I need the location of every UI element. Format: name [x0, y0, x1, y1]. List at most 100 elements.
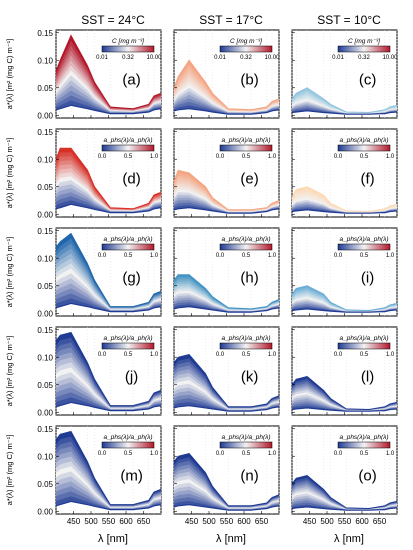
colorbar [337, 144, 391, 152]
panel-g: (g) a_phs(λ)/a_ph(λ) 0.0 0.5 1.0 0.00 0.05 0.10… [5, 227, 162, 318]
lower-envelope-line [55, 104, 162, 115]
colorbar-tick-label: 0.0 [216, 154, 225, 160]
colorbar-title: a_phs(λ)/a_ph(λ) [221, 236, 270, 243]
colorbar-tick-label: 0.5 [242, 352, 251, 358]
colorbar-tick-label: 0.0 [334, 154, 343, 160]
panel-label: (i) [361, 270, 374, 287]
series-band [174, 304, 279, 313]
panel-label: (f) [361, 171, 375, 188]
panel-k: (k) a_phs(λ)/a_ph(λ) 0.0 0.5 1.0 [173, 326, 280, 416]
lower-envelope-line [173, 108, 280, 115]
colorbar-tick-label: 1.0 [386, 253, 395, 259]
panel-c: (c) C [mg m⁻³] 0.01 0.32 10.00 [291, 29, 398, 119]
colorbar [337, 342, 391, 350]
y-tick-label: 0.15 [37, 29, 53, 38]
colorbar-tick-label: 1.0 [386, 154, 395, 160]
x-tick-label: 550 [220, 517, 234, 526]
colorbar-tick-label: 0.32 [240, 55, 252, 61]
panel-h: (h) a_phs(λ)/a_ph(λ) 0.0 0.5 1.0 [173, 227, 280, 317]
upper-envelope-line [173, 274, 280, 310]
panel-label: (j) [125, 369, 138, 386]
colorbar-tick-label: 1.0 [268, 352, 277, 358]
panels-container: (a) C [mg m⁻³] 0.01 0.32 10.00 0.00 0.05 0.10 0.… [5, 29, 398, 526]
panel-a: (a) C [mg m⁻³] 0.01 0.32 10.00 0.00 0.05 0.10 0.… [5, 29, 162, 121]
y-tick-label: 0.00 [37, 408, 53, 417]
colorbar-tick-label: 0.0 [98, 451, 107, 457]
lower-envelope-line [55, 500, 162, 511]
colorbar-tick-label: 10.00 [264, 55, 280, 61]
panel-label: (e) [240, 171, 258, 188]
lower-envelope-line [291, 407, 398, 412]
y-axis-label: a*(λ) [m² (mg C) m⁻¹] [5, 39, 14, 110]
column-title-1: SST = 24°C [81, 13, 145, 27]
upper-envelope-line [173, 59, 280, 111]
colorbar-tick-label: 0.0 [216, 253, 225, 259]
upper-envelope-line [55, 34, 162, 110]
colorbar-tick-label: 1.0 [150, 352, 159, 358]
colorbar-title: a_phs(λ)/a_ph(λ) [339, 434, 388, 441]
colorbar-tick-label: 1.0 [150, 253, 159, 259]
colorbar-tick-label: 0.0 [216, 451, 225, 457]
colorbar-title: a_phs(λ)/a_ph(λ) [339, 335, 388, 342]
y-tick-label: 0.05 [37, 282, 53, 291]
lower-envelope-line [173, 503, 280, 511]
colorbar [219, 45, 273, 53]
panel-e: (e) a_phs(λ)/a_ph(λ) 0.0 0.5 1.0 [173, 128, 280, 218]
y-tick-label: 0.15 [37, 128, 53, 137]
colorbar [337, 441, 391, 449]
colorbar-title: a_phs(λ)/a_ph(λ) [221, 434, 270, 441]
lower-envelope-line [55, 203, 162, 214]
upper-envelope-line [55, 232, 162, 308]
colorbar-title: a_phs(λ)/a_ph(λ) [339, 236, 388, 243]
series-band [174, 398, 279, 412]
colorbar-tick-label: 0.5 [242, 253, 251, 259]
upper-envelope-line [291, 375, 398, 411]
colorbar-tick-label: 0.0 [98, 352, 107, 358]
lower-envelope-line [173, 404, 280, 412]
colorbar-tick-label: 0.5 [124, 253, 133, 259]
colorbar-title: C [mg m⁻³] [230, 38, 262, 45]
column-title-2: SST = 17°C [199, 13, 263, 27]
panel-label: (o) [358, 468, 376, 485]
colorbar-tick-label: 0.01 [214, 55, 226, 61]
colorbar-tick-label: 0.32 [122, 55, 134, 61]
y-axis-label: a*(λ) [m² (mg C) m⁻¹] [5, 336, 14, 407]
upper-envelope-line [291, 285, 398, 312]
column-title-3: SST = 10°C [317, 13, 381, 27]
y-tick-label: 0.10 [37, 155, 53, 164]
colorbar [219, 342, 273, 350]
colorbar [101, 441, 155, 449]
panel-l: (l) a_phs(λ)/a_ph(λ) 0.0 0.5 1.0 [291, 326, 398, 416]
x-tick-label: 450 [185, 517, 199, 526]
x-tick-label: 600 [119, 517, 133, 526]
colorbar [101, 45, 155, 53]
upper-envelope-line [173, 452, 280, 507]
x-tick-label: 450 [67, 517, 81, 526]
colorbar [101, 243, 155, 251]
panel-j: (j) a_phs(λ)/a_ph(λ) 0.0 0.5 1.0 0.00 0.05 0.10… [5, 326, 162, 417]
colorbar-tick-label: 1.0 [386, 352, 395, 358]
panel-f: (f) a_phs(λ)/a_ph(λ) 0.0 0.5 1.0 [291, 128, 398, 218]
y-tick-label: 0.00 [37, 507, 53, 516]
x-axis-label-3: λ [nm] [334, 533, 364, 545]
y-tick-label: 0.05 [37, 381, 53, 390]
series-band [174, 402, 279, 412]
panel-label: (g) [122, 270, 140, 287]
y-tick-label: 0.10 [37, 452, 53, 461]
lower-envelope-line [55, 401, 162, 412]
colorbar [101, 342, 155, 350]
panel-label: (n) [240, 468, 258, 485]
y-tick-label: 0.00 [37, 309, 53, 318]
y-tick-label: 0.10 [37, 254, 53, 263]
y-tick-label: 0.10 [37, 353, 53, 362]
lower-envelope-line [173, 207, 280, 214]
colorbar-title: a_phs(λ)/a_ph(λ) [103, 434, 152, 441]
lower-envelope-line [291, 110, 398, 115]
x-axis-label-2: λ [nm] [216, 533, 246, 545]
panel-label: (m) [120, 468, 143, 485]
colorbar-tick-label: 0.5 [360, 154, 369, 160]
colorbar-tick-label: 0.0 [334, 352, 343, 358]
x-tick-label: 600 [355, 517, 369, 526]
colorbar-tick-label: 10.00 [382, 55, 398, 61]
